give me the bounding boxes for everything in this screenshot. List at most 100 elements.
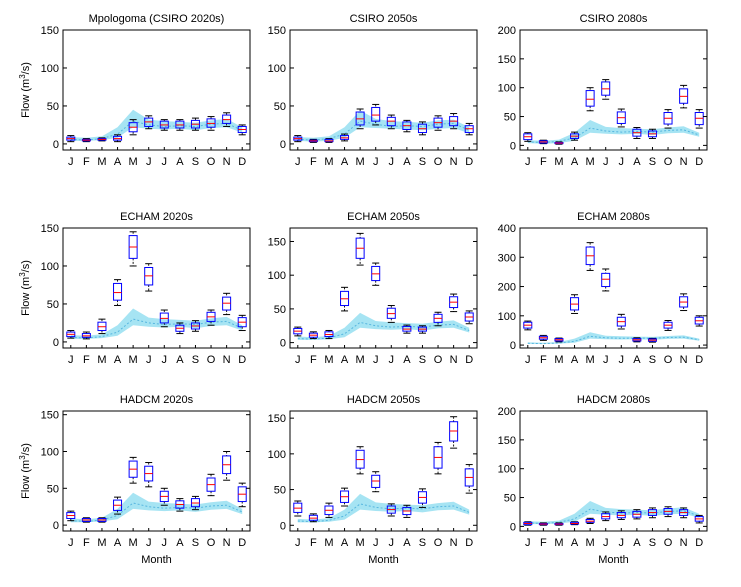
baseline-median-line bbox=[527, 335, 700, 345]
box-J bbox=[371, 471, 381, 493]
x-tick-label: J bbox=[162, 354, 168, 366]
x-tick-label: A bbox=[403, 354, 411, 366]
plot-frame bbox=[62, 410, 251, 532]
subplot-title: HADCM 2020s bbox=[120, 394, 194, 406]
baseline-band bbox=[70, 109, 243, 141]
box-J bbox=[159, 119, 169, 131]
box-M bbox=[585, 87, 595, 112]
box-J bbox=[159, 487, 169, 506]
box-N bbox=[449, 416, 459, 449]
y-tick-label: 0 bbox=[280, 139, 286, 151]
box-A bbox=[175, 119, 185, 131]
x-tick-label: J bbox=[603, 354, 609, 366]
x-tick-label: A bbox=[176, 354, 184, 366]
box-O bbox=[663, 506, 673, 518]
box-J bbox=[293, 326, 303, 337]
box-J bbox=[601, 268, 611, 292]
x-tick-label: S bbox=[192, 156, 199, 168]
box-M bbox=[97, 517, 107, 523]
x-tick-label: D bbox=[465, 354, 473, 366]
y-axis-label-sup: 3 bbox=[18, 272, 27, 277]
x-tick-label: J bbox=[603, 537, 609, 549]
baseline-median-line bbox=[297, 503, 470, 523]
box-J bbox=[601, 79, 611, 100]
x-tick-label: A bbox=[341, 354, 349, 366]
box-A bbox=[402, 324, 412, 334]
x-axis-label: Month bbox=[598, 554, 629, 566]
x-tick-label: M bbox=[97, 537, 106, 549]
y-tick-label: 100 bbox=[41, 63, 59, 75]
box-J bbox=[601, 511, 611, 522]
y-axis-label-tail: /s) bbox=[20, 443, 32, 455]
box-A bbox=[632, 509, 642, 520]
x-tick-label: J bbox=[68, 354, 74, 366]
box-D bbox=[464, 310, 474, 325]
x-tick-label: F bbox=[83, 537, 90, 549]
box-M bbox=[324, 502, 334, 518]
x-tick-label: M bbox=[324, 156, 333, 168]
box-N bbox=[449, 293, 459, 313]
y-tick-label: 50 bbox=[47, 299, 59, 311]
box-F bbox=[81, 138, 91, 143]
x-tick-label: O bbox=[434, 537, 443, 549]
y-tick-label: 0 bbox=[510, 340, 516, 352]
plot-frame bbox=[289, 410, 478, 532]
plot-content bbox=[66, 450, 247, 523]
x-tick-label: M bbox=[129, 537, 138, 549]
subplot-title: CSIRO 2050s bbox=[350, 13, 418, 25]
box-J bbox=[144, 263, 154, 292]
x-tick-label: O bbox=[434, 354, 443, 366]
x-tick-label: M bbox=[586, 156, 595, 168]
box-F bbox=[308, 513, 318, 523]
plot-frame bbox=[289, 227, 478, 349]
y-axis-label-tail: /s) bbox=[20, 62, 32, 74]
box-N bbox=[449, 113, 459, 130]
box-A bbox=[402, 119, 412, 133]
x-tick-label: J bbox=[525, 156, 531, 168]
x-tick-label: J bbox=[295, 537, 301, 549]
x-tick-label: J bbox=[603, 156, 609, 168]
box-D bbox=[237, 482, 247, 508]
y-tick-label: 150 bbox=[41, 410, 59, 422]
y-axis-label-main: Flow (m bbox=[20, 460, 32, 499]
y-axis-label: Flow (m3/s) bbox=[18, 443, 32, 499]
box-A bbox=[570, 521, 580, 526]
x-tick-label: A bbox=[633, 354, 641, 366]
x-tick-label: O bbox=[207, 354, 216, 366]
box-S bbox=[417, 121, 427, 136]
x-tick-label: O bbox=[664, 156, 673, 168]
box-M bbox=[324, 329, 334, 340]
y-tick-label: 200 bbox=[498, 406, 516, 418]
box-M bbox=[554, 522, 564, 526]
box-S bbox=[647, 507, 657, 519]
x-tick-label: F bbox=[540, 537, 547, 549]
box-M bbox=[355, 108, 365, 130]
y-axis-label-sup: 3 bbox=[18, 455, 27, 460]
plot-frame bbox=[519, 227, 708, 349]
box-O bbox=[433, 115, 443, 131]
y-tick-label: 100 bbox=[498, 464, 516, 476]
x-tick-label: O bbox=[434, 156, 443, 168]
y-tick-label: 50 bbox=[274, 101, 286, 113]
x-tick-label: S bbox=[419, 156, 426, 168]
box-M bbox=[128, 231, 138, 267]
plot-area bbox=[63, 228, 250, 348]
x-tick-label: O bbox=[664, 354, 673, 366]
x-tick-label: F bbox=[540, 156, 547, 168]
x-tick-label: J bbox=[389, 354, 395, 366]
baseline-band bbox=[297, 110, 470, 142]
plot-content bbox=[523, 79, 704, 145]
box-M bbox=[355, 232, 365, 266]
box-J bbox=[66, 510, 76, 522]
y-tick-label: 300 bbox=[498, 252, 516, 264]
y-tick-label: 0 bbox=[280, 338, 286, 350]
box-D bbox=[694, 315, 704, 327]
box-N bbox=[679, 507, 689, 519]
box-A bbox=[340, 133, 350, 142]
y-tick-label: 150 bbox=[498, 435, 516, 447]
box-S bbox=[190, 495, 200, 511]
